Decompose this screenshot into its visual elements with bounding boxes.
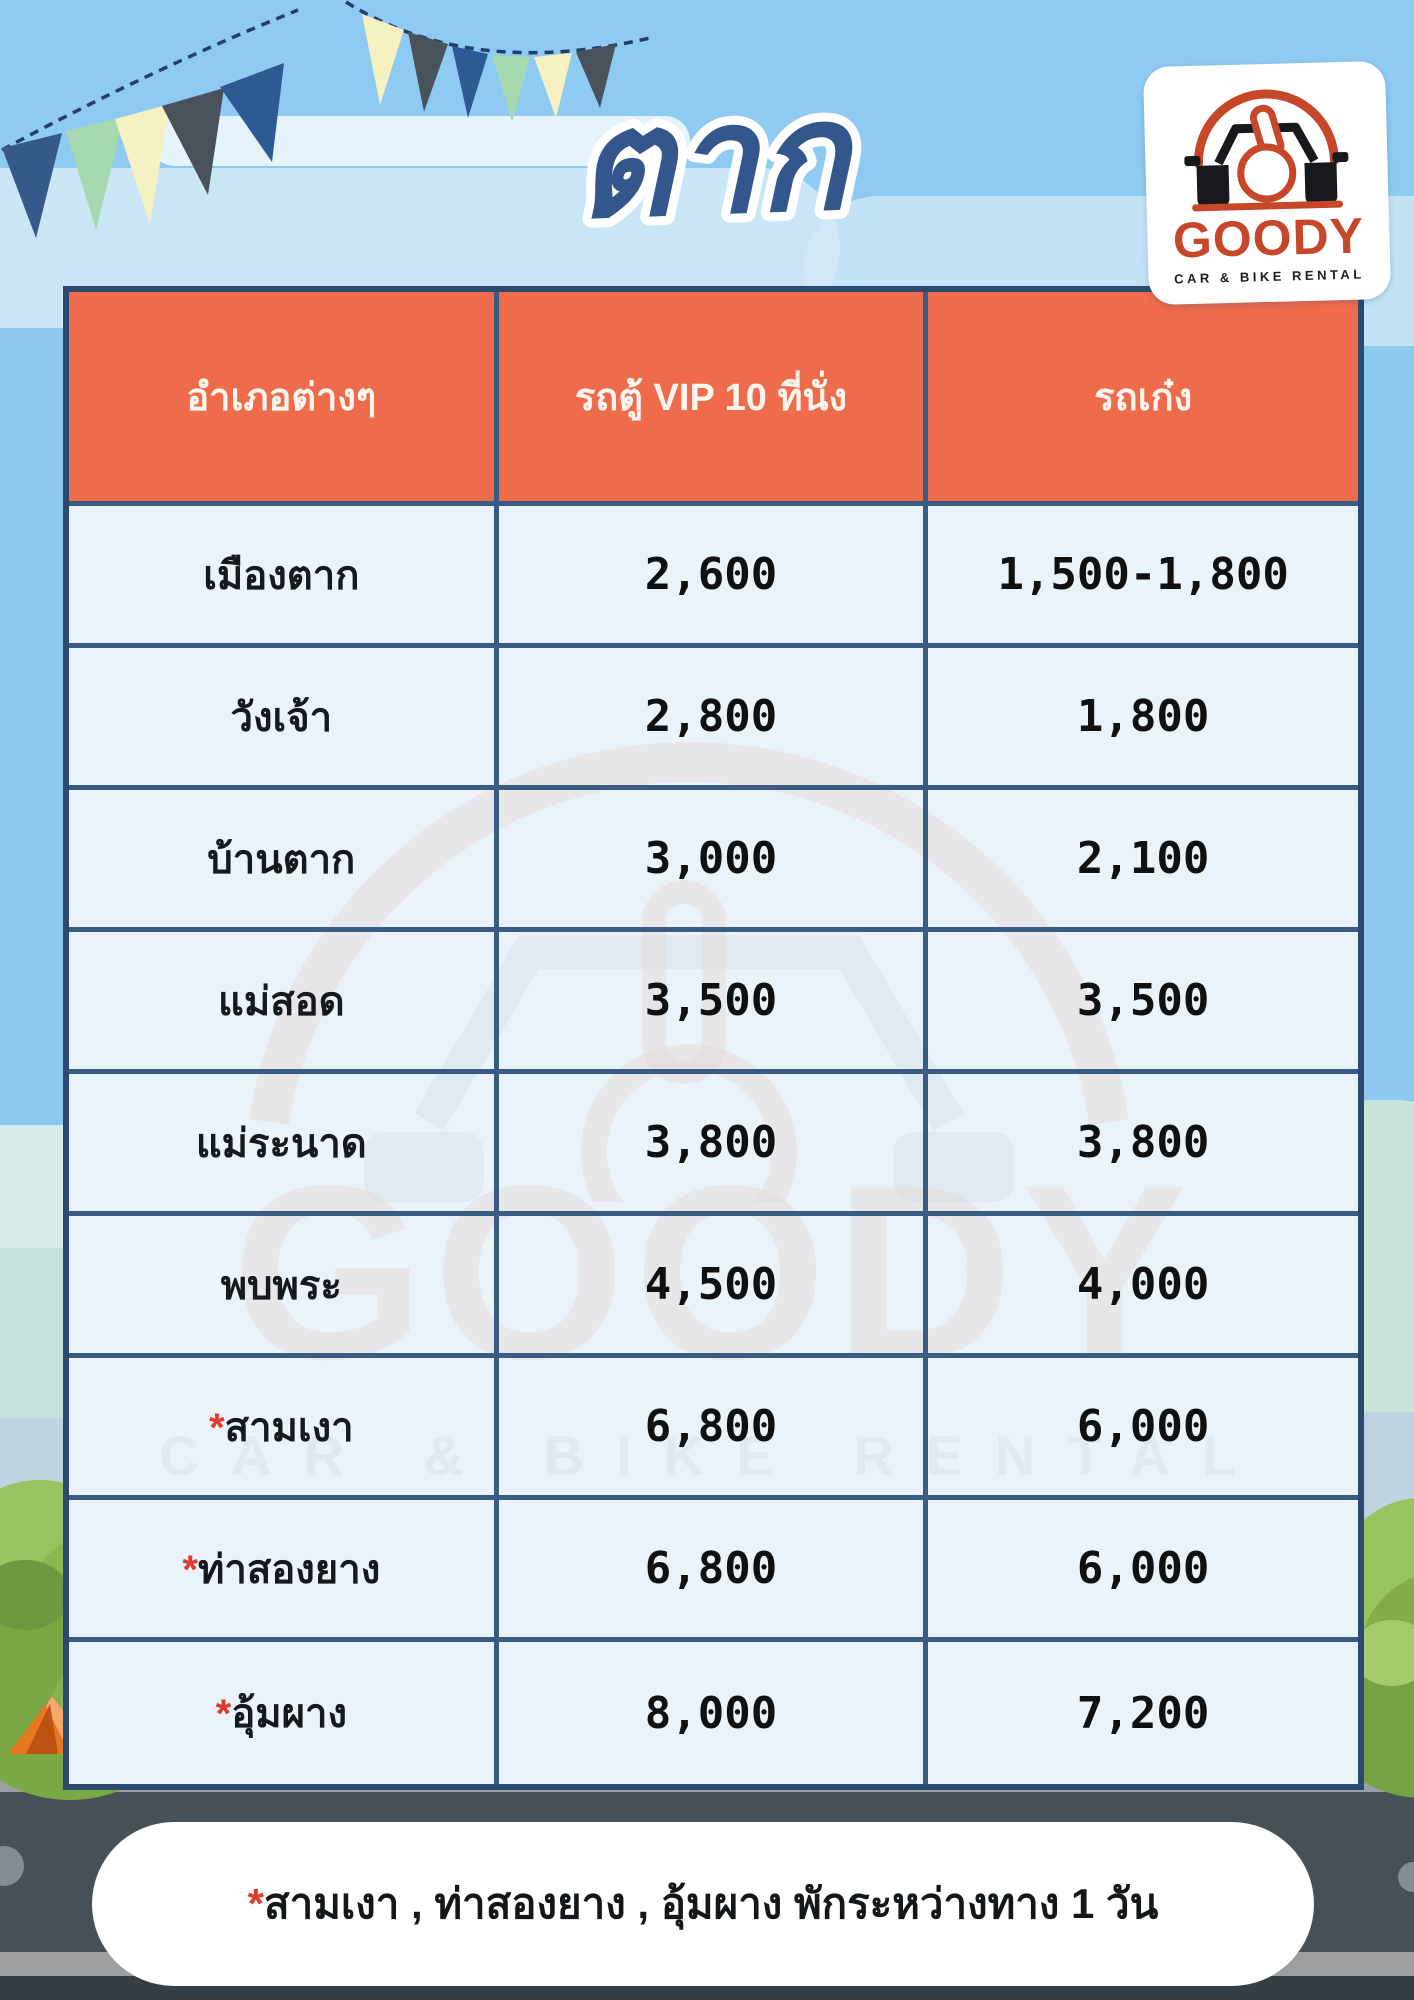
district-name: บ้านตาก [207,837,356,882]
sedan-price: 6,000 [1076,1401,1210,1452]
sedan-price-cell: 4,000 [928,1216,1358,1358]
district-name: พบพระ [220,1263,342,1308]
district-name: แม่สอด [218,979,345,1024]
sedan-price: 2,100 [1076,833,1210,884]
footnote-pill: *สามเงา , ท่าสองยาง , อุ้มผาง พักระหว่าง… [92,1822,1314,1986]
van-price-cell: 6,800 [498,1358,929,1500]
bunting-flags [1,0,651,238]
van-price: 3,800 [644,1117,778,1168]
district-cell: *อุ้มผาง [69,1642,499,1784]
sedan-price: 7,200 [1076,1687,1210,1739]
van-price-cell: 3,800 [498,1074,929,1216]
sedan-price-cell: 7,200 [928,1642,1358,1784]
asterisk-mark: * [247,1880,264,1927]
van-price: 3,500 [644,975,778,1026]
logo-brand-text: GOODY [1172,207,1365,269]
sedan-price: 3,500 [1076,975,1210,1026]
van-price: 3,000 [644,833,778,884]
sedan-price: 4,000 [1076,1259,1210,1310]
cloud-shape [150,116,690,166]
sedan-price: 1,500-1,800 [997,549,1289,600]
district-cell: *สามเงา [69,1358,499,1500]
sedan-price-cell: 2,100 [928,790,1358,932]
footnote-text: สามเงา , ท่าสองยาง , อุ้มผาง พักระหว่างท… [264,1880,1159,1927]
title-text: ตาก [573,71,859,249]
price-grid: อำเภอต่างๆ รถตู้ VIP 10 ที่นั่ง รถเก๋ง เ… [69,292,1358,1784]
van-price-cell: 8,000 [498,1642,929,1784]
header-district: อำเภอต่างๆ [69,292,499,506]
district-name: เมืองตาก [203,553,360,598]
goody-logo: GOODY CAR & BIKE RENTAL [1142,60,1392,306]
district-name: อุ้มผาง [231,1692,348,1736]
van-price-cell: 4,500 [498,1216,929,1358]
van-price: 6,800 [644,1543,778,1594]
district-cell: แม่ระนาด [69,1074,499,1216]
asterisk-mark: * [182,1547,198,1592]
sedan-price: 6,000 [1076,1543,1210,1594]
pebble [1398,1862,1414,1892]
header-van: รถตู้ VIP 10 ที่นั่ง [498,292,929,506]
district-name: แม่ระนาด [195,1121,367,1166]
page-title: ตาก [448,51,975,284]
van-price-cell: 2,800 [498,648,929,790]
sedan-price-cell: 6,000 [928,1358,1358,1500]
district-name: สามเงา [224,1405,354,1450]
van-price: 2,800 [644,691,778,742]
district-cell: วังเจ้า [69,648,499,790]
sedan-price: 1,800 [1076,691,1210,742]
asterisk-mark: * [215,1692,232,1736]
asterisk-mark: * [209,1405,225,1450]
district-cell: เมืองตาก [69,506,499,648]
van-price-cell: 3,500 [498,932,929,1074]
price-table: GOODY CAR & BIKE RENTAL อำเภอต่างๆ รถตู้… [63,286,1364,1790]
logo-tagline-text: CAR & BIKE RENTAL [1173,265,1365,286]
sedan-price: 3,800 [1076,1117,1210,1168]
van-price-cell: 2,600 [498,506,929,648]
district-cell: *ท่าสองยาง [69,1500,499,1642]
van-price: 6,800 [644,1401,778,1452]
logo-car-thumb-icon [1184,89,1349,212]
district-name: วังเจ้า [230,695,333,740]
district-cell: บ้านตาก [69,790,499,932]
sedan-price-cell: 3,500 [928,932,1358,1074]
van-price: 2,600 [644,549,778,600]
sedan-price-cell: 3,800 [928,1074,1358,1216]
sedan-price-cell: 6,000 [928,1500,1358,1642]
sedan-price-cell: 1,500-1,800 [928,506,1358,648]
header-sedan: รถเก๋ง [928,292,1358,506]
bush [0,1560,70,1630]
district-cell: พบพระ [69,1216,499,1358]
sedan-price-cell: 1,800 [928,648,1358,790]
district-cell: แม่สอด [69,932,499,1074]
van-price-cell: 3,000 [498,790,929,932]
van-price: 8,000 [644,1687,778,1739]
van-price-cell: 6,800 [498,1500,929,1642]
van-price: 4,500 [644,1259,778,1310]
district-name: ท่าสองยาง [198,1547,381,1592]
